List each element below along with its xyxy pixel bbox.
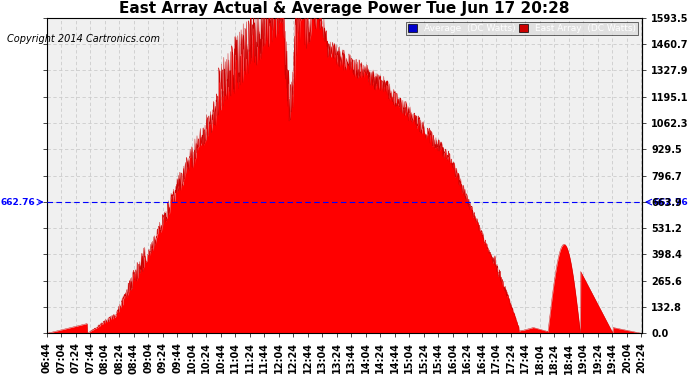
- Title: East Array Actual & Average Power Tue Jun 17 20:28: East Array Actual & Average Power Tue Ju…: [119, 2, 569, 16]
- Text: Copyright 2014 Cartronics.com: Copyright 2014 Cartronics.com: [7, 34, 160, 44]
- Legend: Average  (DC Watts), East Array  (DC Watts): Average (DC Watts), East Array (DC Watts…: [406, 22, 638, 34]
- Text: 662.76: 662.76: [0, 198, 35, 207]
- Text: 662.76: 662.76: [653, 198, 689, 207]
